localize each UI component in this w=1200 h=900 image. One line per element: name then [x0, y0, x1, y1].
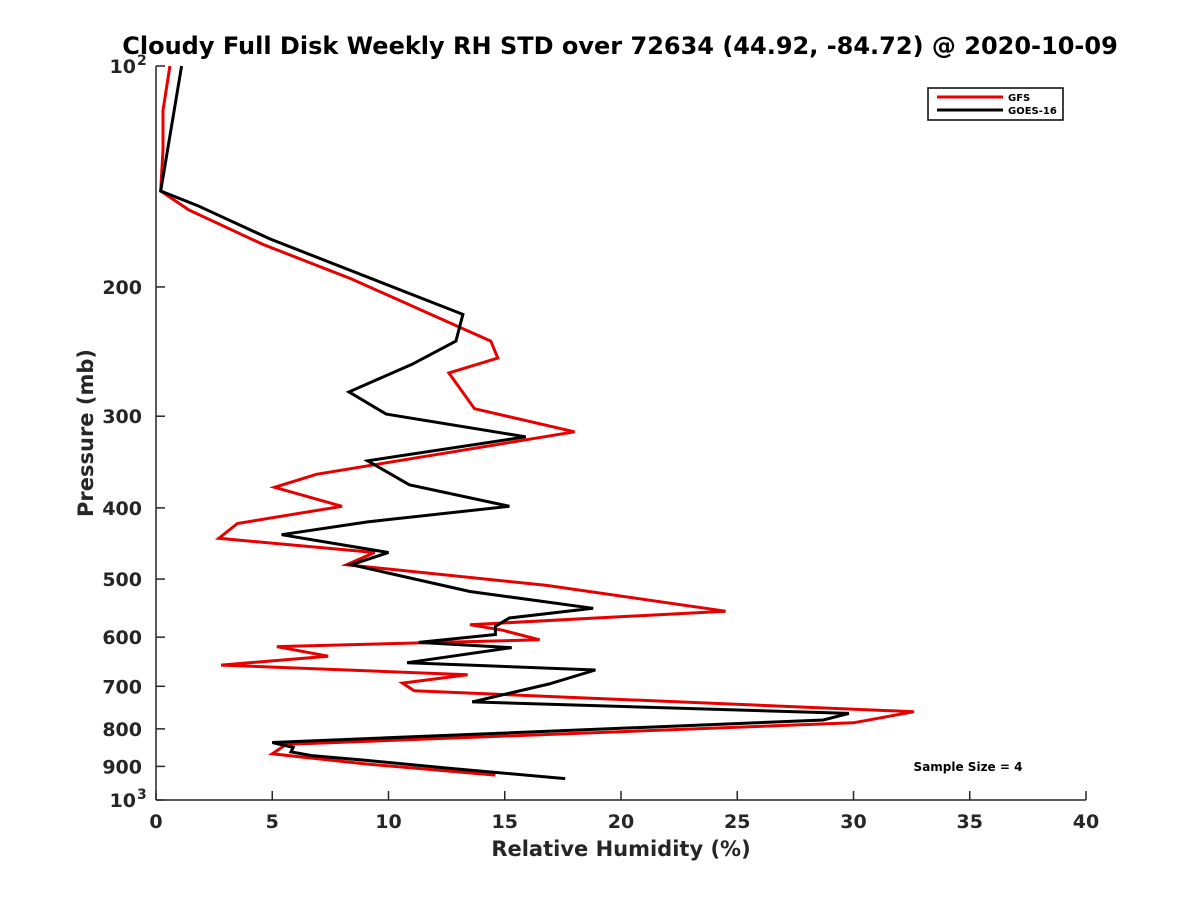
- x-tick-label: 35: [957, 811, 983, 833]
- x-tick-label: 40: [1073, 811, 1099, 833]
- y-tick-label: 500: [102, 569, 142, 591]
- x-tick-label: 10: [375, 811, 401, 833]
- chart-title: Cloudy Full Disk Weekly RH STD over 7263…: [122, 32, 1118, 60]
- x-tick-label: 5: [266, 811, 279, 833]
- y-tick-label: 400: [102, 498, 142, 520]
- x-tick-label: 25: [724, 811, 750, 833]
- y-tick-label: 300: [102, 406, 142, 428]
- y-tick-label: 800: [102, 719, 142, 741]
- y-tick-label: 200: [102, 277, 142, 299]
- plot-area: [155, 65, 1086, 801]
- y-tick-label: 700: [102, 676, 142, 698]
- y-tick-label: 10: [110, 56, 136, 78]
- legend-label: GFS: [1008, 93, 1030, 104]
- legend-box: [927, 87, 1064, 121]
- y-tick-label: 600: [102, 627, 142, 649]
- x-tick-label: 30: [840, 811, 866, 833]
- y-tick-label: 900: [102, 756, 142, 778]
- x-axis: 0 5 10 15 20 25 30 35 40: [149, 791, 1099, 833]
- legend: GFS GOES-16: [927, 87, 1064, 121]
- y-tick-exponent: 3: [137, 787, 147, 803]
- x-axis-label: Relative Humidity (%): [491, 837, 750, 861]
- y-tick-exponent: 2: [137, 53, 147, 69]
- x-tick-label: 15: [492, 811, 518, 833]
- legend-label: GOES-16: [1008, 106, 1057, 117]
- x-tick-label: 20: [608, 811, 634, 833]
- y-tick-label: 10: [110, 790, 136, 812]
- sample-size-annotation: Sample Size = 4: [914, 760, 1023, 774]
- x-tick-label: 0: [149, 811, 162, 833]
- y-axis-label: Pressure (mb): [74, 349, 98, 517]
- series-line-goes-16: [159, 65, 850, 781]
